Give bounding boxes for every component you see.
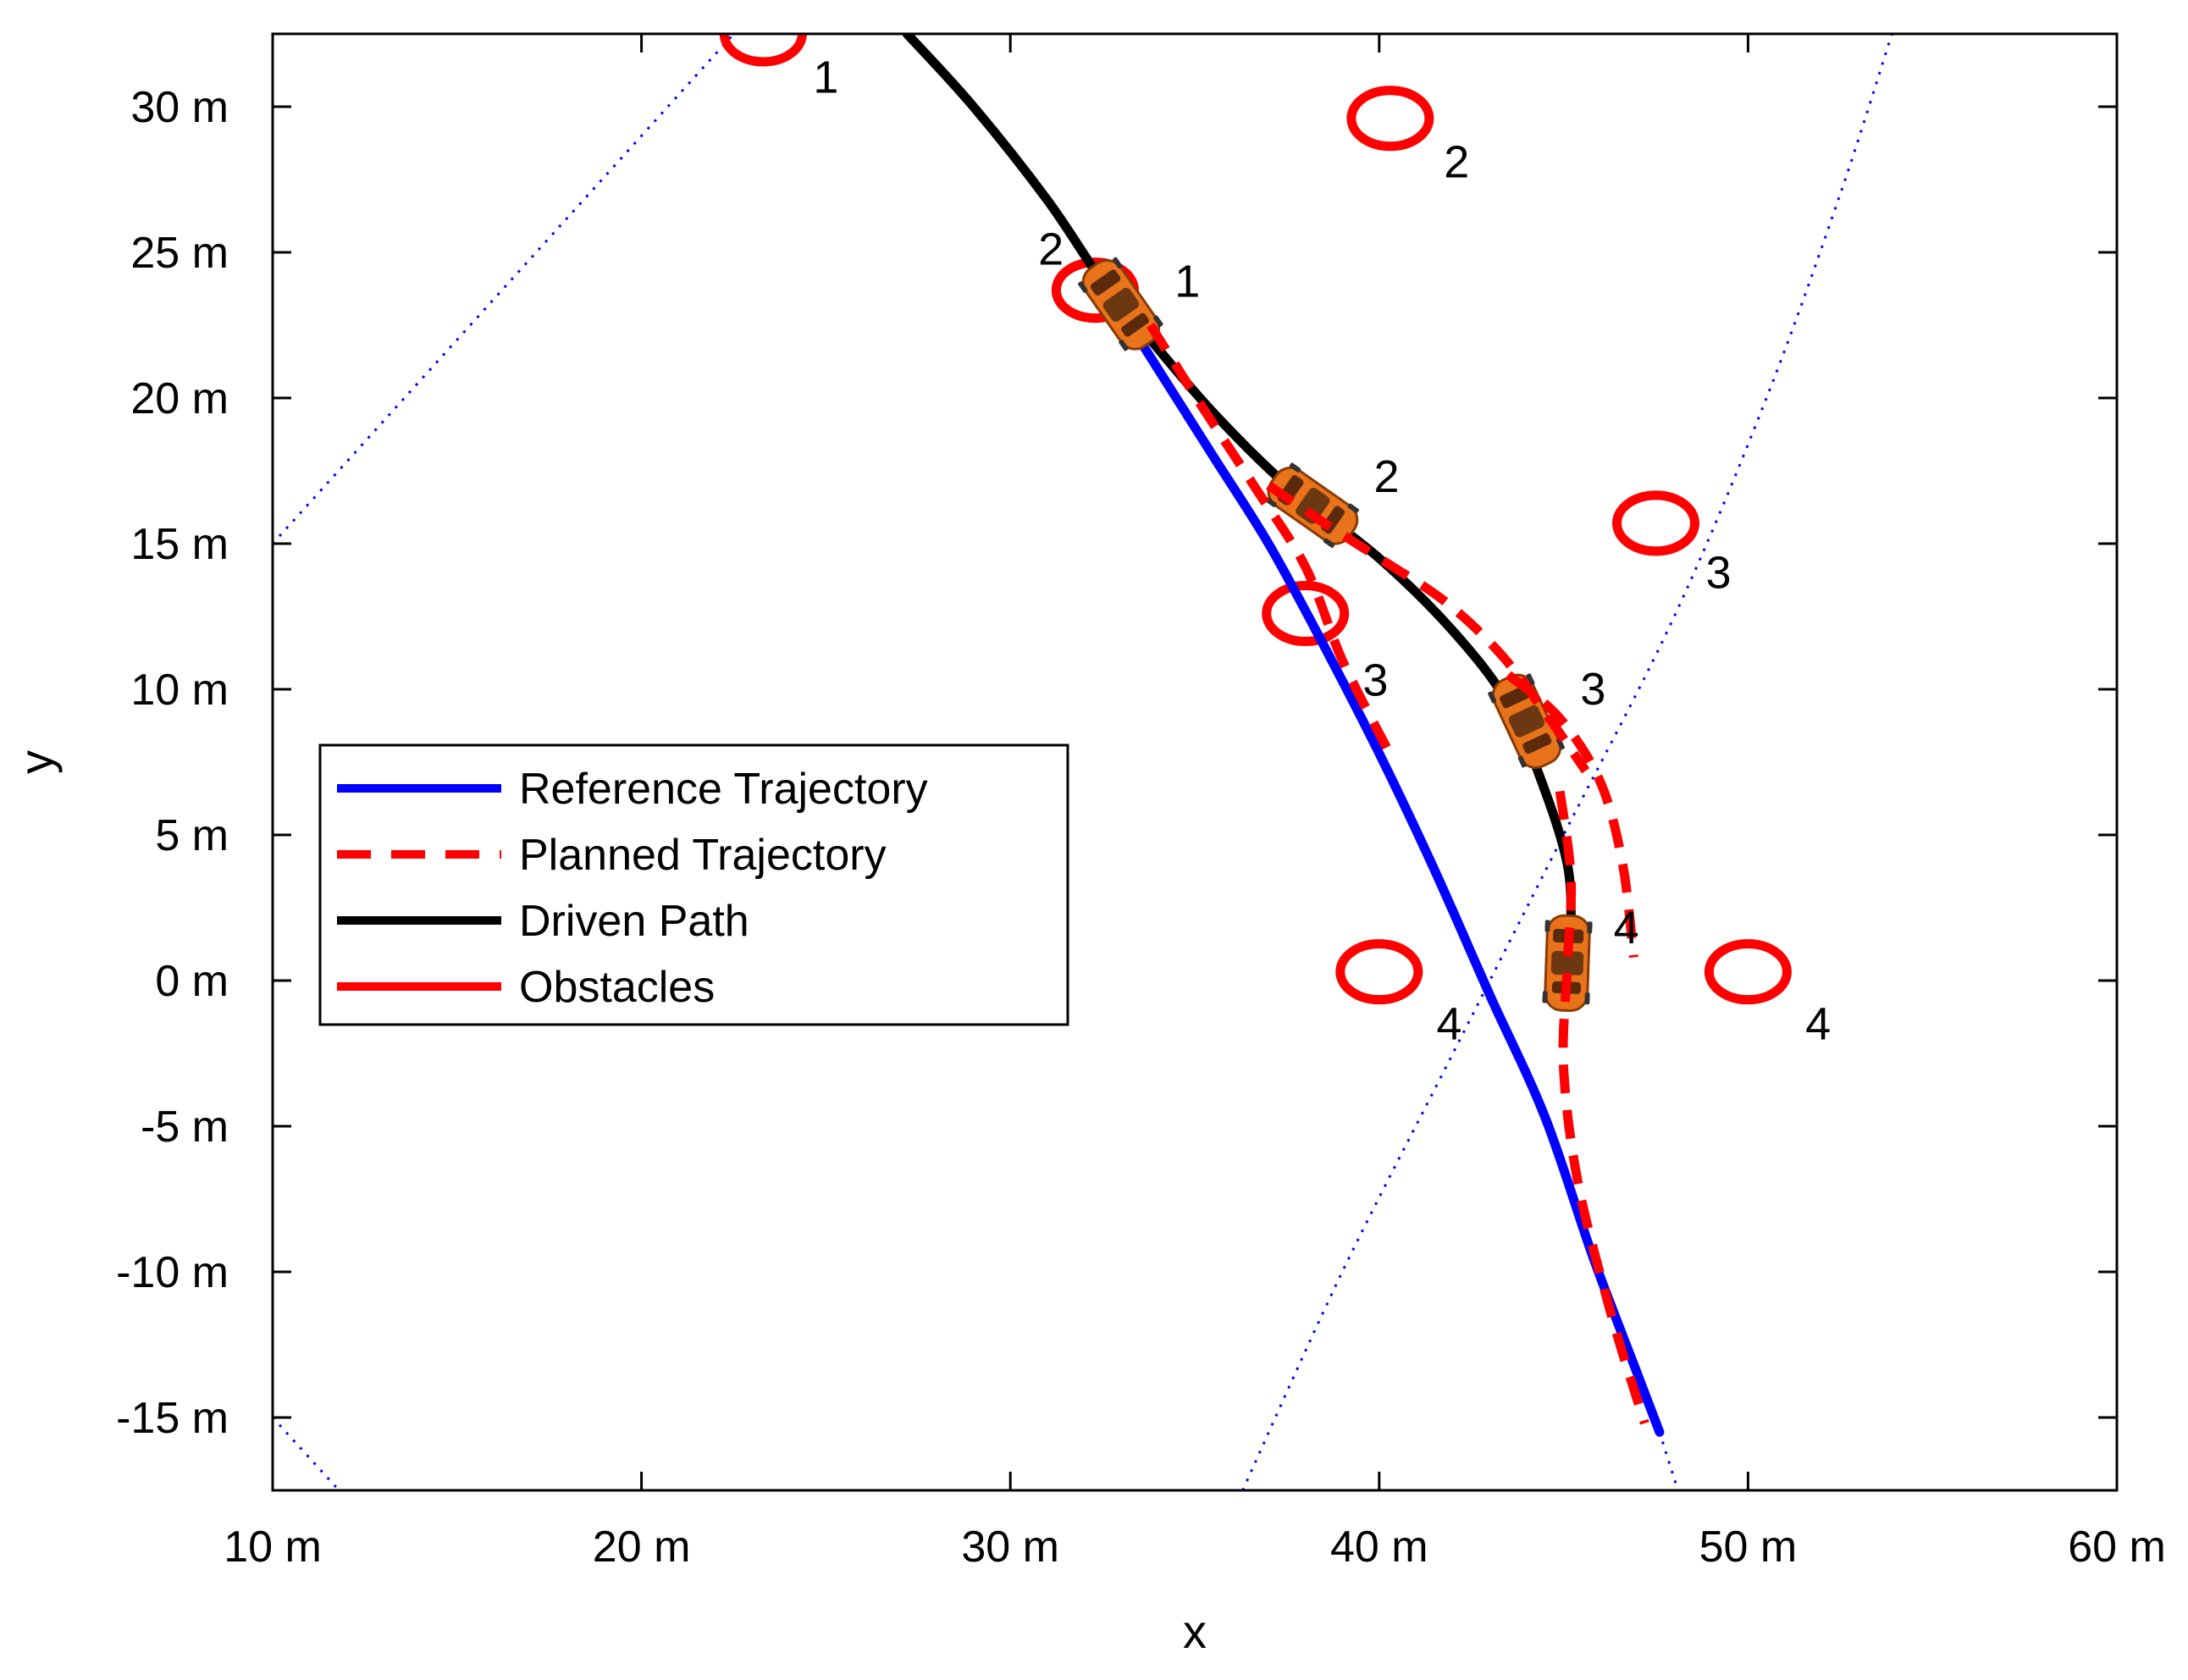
obstacle-marker-3-1 <box>1262 581 1350 647</box>
step-annotation-9: 4 <box>1437 999 1462 1050</box>
step-annotation-4: 2 <box>1373 451 1399 502</box>
step-annotation-2: 1 <box>1174 256 1200 307</box>
planned-trajectory-segment-2 <box>1266 481 1590 774</box>
step-annotation-7: 3 <box>1580 664 1605 715</box>
y-tick-label: 25 m <box>130 229 229 278</box>
step-annotation-1: 2 <box>1038 224 1064 275</box>
step-annotation-6: 3 <box>1362 655 1388 706</box>
y-tick-label: 15 m <box>130 520 229 569</box>
step-annotation-10: 4 <box>1805 999 1831 1050</box>
sensor-boundary-0 <box>273 34 735 545</box>
plot-area <box>273 34 1893 1490</box>
x-tick-label: 30 m <box>961 1522 1059 1572</box>
planned-trajectory-segment-4 <box>1555 790 1649 1425</box>
legend: Reference Trajectory Planned Trajectory … <box>318 743 1069 1026</box>
annotations: 1 2 1 2 2 3 3 3 4 4 4 <box>813 52 1831 1050</box>
obstacle-marker-4-1 <box>1704 939 1792 1005</box>
y-axis-label: y <box>9 750 63 774</box>
legend-label-obstacles: Obstacles <box>519 963 715 1012</box>
x-axis-label: x <box>1183 1605 1207 1658</box>
y-tick-label: 0 m <box>155 957 229 1006</box>
x-tick-label: 10 m <box>224 1522 322 1572</box>
x-tick-label: 60 m <box>2068 1522 2166 1572</box>
legend-label-reference: Reference Trajectory <box>519 765 928 814</box>
obstacle-marker-4-0 <box>1335 939 1423 1005</box>
step-annotation-3: 2 <box>1444 136 1469 187</box>
y-tick-label: 5 m <box>155 811 229 860</box>
planned-trajectory <box>1146 323 1649 1425</box>
step-annotation-5: 3 <box>1706 547 1732 598</box>
sensor-boundaries <box>273 34 1893 1490</box>
step-annotation-8: 4 <box>1614 903 1639 953</box>
y-tick-label: 10 m <box>130 666 229 715</box>
obstacle-marker-3-0 <box>1612 490 1699 556</box>
x-tick-label: 50 m <box>1699 1522 1798 1572</box>
legend-label-driven: Driven Path <box>519 897 749 946</box>
axes-box <box>271 32 2119 1492</box>
sensor-boundary-3 <box>1658 1431 1680 1490</box>
planned-trajectory-segment-1 <box>1146 323 1391 750</box>
y-tick-label: -10 m <box>116 1248 229 1297</box>
planned-trajectory-segment-3 <box>1505 671 1638 959</box>
obstacle-marker-2-0 <box>1346 86 1434 152</box>
step-annotation-0: 1 <box>813 52 838 103</box>
x-tick-label: 20 m <box>593 1522 691 1572</box>
y-tick-label: 30 m <box>130 83 229 132</box>
axis-ticks: 10 m 20 m 30 m 40 m 50 m 60 m -15 m -10 m -5 m 0 … <box>116 34 2166 1572</box>
obstacle-marker-1-0 <box>719 34 807 67</box>
y-tick-label: -15 m <box>116 1394 229 1443</box>
sensor-boundary-2 <box>1241 34 1893 1490</box>
sensor-boundary-1 <box>273 1416 340 1490</box>
y-tick-label: 20 m <box>130 374 229 423</box>
x-tick-label: 40 m <box>1330 1522 1428 1572</box>
y-tick-label: -5 m <box>141 1102 229 1152</box>
legend-label-planned: Planned Trajectory <box>519 831 887 880</box>
